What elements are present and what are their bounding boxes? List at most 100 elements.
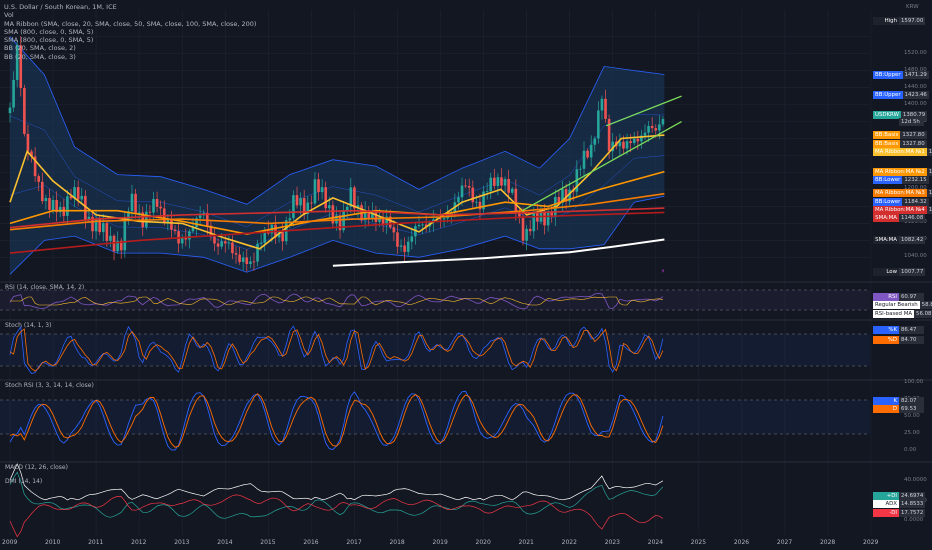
candle-body <box>485 191 489 192</box>
candle-body <box>252 261 256 263</box>
candle-body <box>109 235 112 241</box>
value-badge: Low 1007.77 <box>873 268 926 276</box>
value-badge: %K 86.47 <box>873 326 924 334</box>
value-badge: RSI 60.97 <box>873 293 924 301</box>
time-tick-label: 2010 <box>45 539 61 546</box>
candle-body <box>582 150 586 169</box>
time-tick-label: 2023 <box>604 539 620 546</box>
candle-body <box>521 216 525 241</box>
candle-body <box>388 216 392 228</box>
candle-body <box>632 138 636 144</box>
value-badge: BB:Upper 1423.46 <box>873 91 929 99</box>
value-badge: BB:Basis 1327.80 <box>873 131 927 139</box>
osc-tick-label: 0.00 <box>904 447 917 453</box>
candle-body <box>213 236 216 244</box>
time-tick-label: 2013 <box>174 539 190 546</box>
candle-body <box>640 135 643 142</box>
candle-body <box>604 98 607 119</box>
legend-item[interactable]: Vol <box>4 11 14 20</box>
rsi-ma-line <box>10 296 663 306</box>
candle-body <box>310 202 313 204</box>
dmi-pane-label[interactable]: DMI (14, 14) <box>5 478 43 485</box>
candle-body <box>180 237 184 244</box>
candle-body <box>80 195 84 200</box>
candle-body <box>241 257 245 262</box>
value-badge: ADX 14.8533 <box>873 500 926 508</box>
candle-body <box>281 232 284 242</box>
candle-body <box>48 198 51 210</box>
price-tick-label: 1200.00 <box>904 185 927 191</box>
candle-body <box>410 236 414 242</box>
osc-tick-label: 50.00 <box>904 413 920 419</box>
candle-body <box>650 125 654 129</box>
time-tick-label: 2028 <box>819 539 836 546</box>
candle-body <box>234 253 238 255</box>
candle-body <box>223 241 227 244</box>
candle-body <box>76 187 80 200</box>
candle-body <box>69 196 73 199</box>
value-badge: MA Ribbon:MA №41156.23 <box>873 206 932 214</box>
candle-body <box>317 179 320 193</box>
candle-body <box>356 205 360 209</box>
candle-body <box>442 218 446 220</box>
candle-body <box>532 211 536 232</box>
candle-body <box>116 240 119 252</box>
candle-body <box>457 197 460 203</box>
value-badge: BB:Basis 1327.80 <box>873 140 927 148</box>
candle-body <box>58 206 62 213</box>
candle-body <box>295 195 299 206</box>
candle-body <box>87 216 91 220</box>
time-tick-label: 2017 <box>346 539 362 546</box>
candle-body <box>55 199 58 213</box>
candle-body <box>123 220 127 251</box>
candle-body <box>507 179 510 193</box>
moving-average-line <box>9 211 665 254</box>
candle-body <box>579 168 582 170</box>
moving-average-line <box>9 207 665 229</box>
candle-body <box>493 177 496 186</box>
legend-item[interactable]: SMA (800, close, 0, SMA, 5) <box>4 36 94 45</box>
candle-body <box>399 245 403 247</box>
candle-body <box>561 189 564 203</box>
value-badge: SMA:MA 1082.42 <box>873 236 926 244</box>
lightning-icon[interactable]: ⚡ <box>661 269 665 275</box>
stochrsi-pane-label[interactable]: Stoch RSI (3, 3, 14, 14, close) <box>5 382 94 389</box>
time-tick-label: 2011 <box>88 539 104 546</box>
candle-body <box>188 231 191 240</box>
rsi-pane-label[interactable]: RSI (14, close, SMA, 14, 2) <box>5 284 85 291</box>
time-tick-label: 2024 <box>647 539 664 546</box>
candle-body <box>546 212 550 226</box>
candle-body <box>396 232 399 247</box>
legend-item[interactable]: SMA (800, close, 0, SMA, 5) <box>4 27 94 36</box>
osc-tick-label: 0.0000 <box>904 517 924 523</box>
candle-body <box>51 199 55 210</box>
value-badge: BB:Upper 1471.29 <box>873 71 929 79</box>
candle-body <box>600 98 604 111</box>
candle-body <box>30 151 33 157</box>
time-tick-label: 2029 <box>863 539 879 546</box>
candle-body <box>292 195 295 219</box>
candle-body <box>593 138 597 145</box>
candle-body <box>482 191 485 210</box>
legend-item[interactable]: MA Ribbon (SMA, close, 20, SMA, close, 5… <box>4 19 257 28</box>
candle-body <box>510 188 514 193</box>
stoch-band <box>0 334 870 366</box>
stoch-pane-label[interactable]: Stoch (14, 1, 3) <box>5 322 52 329</box>
chart-title[interactable]: U.S. Dollar / South Korean, 1M, ICE <box>4 3 117 11</box>
time-tick-label: 2020 <box>475 539 491 546</box>
value-badge: MA Ribbon:MA №31190.38 <box>873 189 932 197</box>
legend-item[interactable]: BB (20, SMA, close, 3) <box>4 52 76 61</box>
value-badge: -DI 17.7572 <box>873 509 926 517</box>
adx-line <box>9 463 664 501</box>
candle-body <box>245 257 249 265</box>
candle-body <box>73 187 76 199</box>
candle-body <box>381 216 385 226</box>
legend-item[interactable]: BB (20, SMA, close, 2) <box>4 44 76 53</box>
candle-body <box>611 141 614 152</box>
candle-body <box>130 193 134 212</box>
candle-body <box>471 187 475 203</box>
macd-pane-label[interactable]: MACD (12, 26, close) <box>5 464 68 471</box>
osc-tick-label: 100.00 <box>904 379 924 385</box>
